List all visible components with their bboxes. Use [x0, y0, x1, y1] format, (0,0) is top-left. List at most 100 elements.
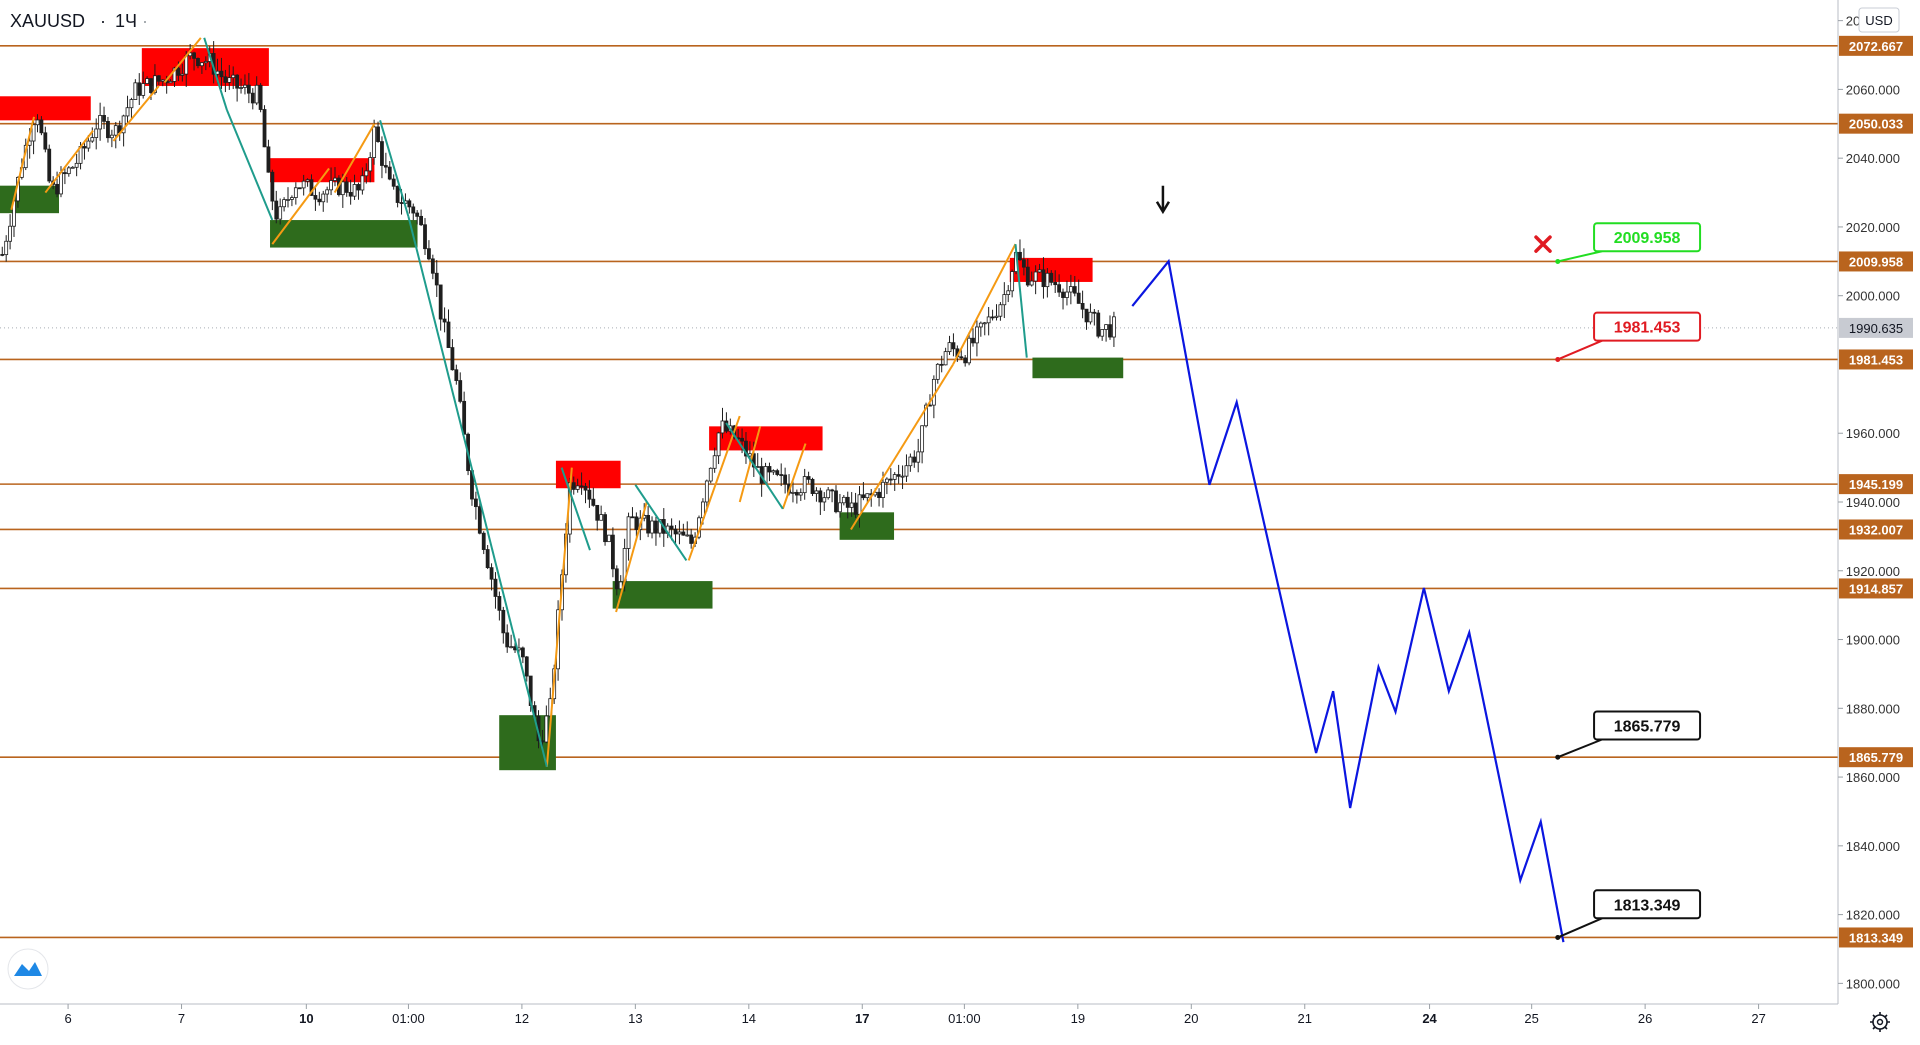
candle-body [305, 179, 310, 182]
candle-body [219, 70, 224, 78]
candle-body [145, 78, 149, 84]
candle-body [916, 451, 921, 463]
candle-body [783, 474, 788, 485]
candle-body [775, 470, 780, 475]
price-tick-label: 1840.000 [1846, 839, 1900, 854]
candle-body [677, 531, 682, 535]
up-wave-segment [952, 243, 1017, 365]
time-tick-label: 7 [178, 1011, 185, 1026]
candle-body [501, 609, 506, 634]
callout-anchor-dot [1555, 754, 1561, 760]
candle-body [125, 107, 130, 117]
candle-body [356, 184, 361, 191]
price-tick-label: 1880.000 [1846, 701, 1900, 716]
candle-body [423, 224, 427, 250]
candle-body [802, 476, 807, 494]
candle-body [994, 315, 999, 318]
candle-body [603, 514, 607, 543]
candle-body [317, 198, 322, 203]
candle-body [579, 485, 584, 488]
symbol-header[interactable]: XAUUSD · 1Ч · [10, 11, 148, 31]
candle-body [1088, 311, 1093, 323]
candle-body [1076, 292, 1081, 304]
candle-body [888, 478, 893, 481]
candle-body [838, 502, 842, 513]
candle-body [387, 166, 392, 180]
candle-body [47, 148, 52, 182]
callout-anchor-dot [1555, 258, 1561, 264]
gear-icon[interactable] [1870, 1012, 1890, 1032]
candle-body [806, 476, 811, 480]
down-wave-segment [634, 484, 688, 562]
candle-body [497, 596, 502, 611]
candle-body [274, 200, 279, 220]
candle-body [900, 475, 905, 478]
horizontal-levels [0, 45, 1838, 939]
candle-body [1041, 269, 1046, 288]
candle-body [1049, 272, 1054, 283]
candle-body [1057, 284, 1062, 293]
candle-body [971, 337, 975, 344]
candle-body [446, 321, 451, 348]
candle-body [43, 132, 48, 150]
price-tick-label: 1960.000 [1846, 426, 1900, 441]
candle-body [818, 490, 823, 503]
candle-body [708, 467, 713, 482]
time-tick-label: 14 [742, 1011, 756, 1026]
candle-body [286, 199, 290, 201]
candle-body [4, 240, 9, 256]
candle-body [849, 502, 854, 508]
candle-body [614, 568, 619, 590]
candle-body [153, 75, 157, 94]
candle-body [270, 171, 275, 202]
timeframe-label[interactable]: 1Ч [115, 11, 137, 31]
candle-body [575, 485, 580, 490]
candle-body [98, 115, 103, 130]
candle-body [505, 632, 510, 648]
callout-label: 1813.349 [1614, 897, 1681, 914]
time-tick-label: 25 [1524, 1011, 1538, 1026]
candle-body [814, 490, 819, 494]
candle-body [810, 478, 815, 494]
candle-body [383, 165, 388, 168]
candle-body [35, 119, 40, 126]
candle-body [1045, 272, 1050, 288]
candle-body [646, 515, 651, 534]
candle-body [137, 82, 142, 96]
candle-body [1100, 329, 1105, 337]
candle-body [1061, 291, 1065, 298]
candle-body [325, 189, 330, 195]
candle-body [380, 141, 384, 166]
header-separator-dot: · [142, 11, 148, 31]
candle-body [442, 318, 447, 323]
candle-body [282, 199, 286, 208]
candle-body [1029, 280, 1034, 286]
candle-body [939, 363, 944, 366]
candle-body [391, 178, 396, 187]
callout-pointer [1557, 250, 1603, 263]
candle-body [822, 497, 827, 503]
candle-body [1002, 294, 1007, 306]
candle-body [998, 304, 1003, 317]
currency-button-frame[interactable] [1858, 7, 1900, 33]
candle-body [419, 215, 423, 226]
candle-body [650, 520, 654, 534]
candle-body [1037, 269, 1042, 273]
candle-body [963, 357, 968, 364]
time-axis-panel[interactable] [0, 1004, 1920, 1040]
currency-button[interactable]: USD [1858, 7, 1900, 33]
candle-body [427, 248, 431, 260]
candle-body [583, 485, 588, 491]
candle-body [121, 115, 126, 134]
candle-body [473, 498, 478, 508]
down-wave-segment [379, 120, 410, 217]
candle-body [1096, 312, 1101, 337]
candle-body [626, 516, 631, 549]
candle-body [168, 81, 173, 84]
time-tick-label: 13 [628, 1011, 642, 1026]
candle-body [243, 84, 247, 88]
time-tick-label: 20 [1184, 1011, 1198, 1026]
tradingview-logo-icon[interactable] [7, 948, 49, 990]
